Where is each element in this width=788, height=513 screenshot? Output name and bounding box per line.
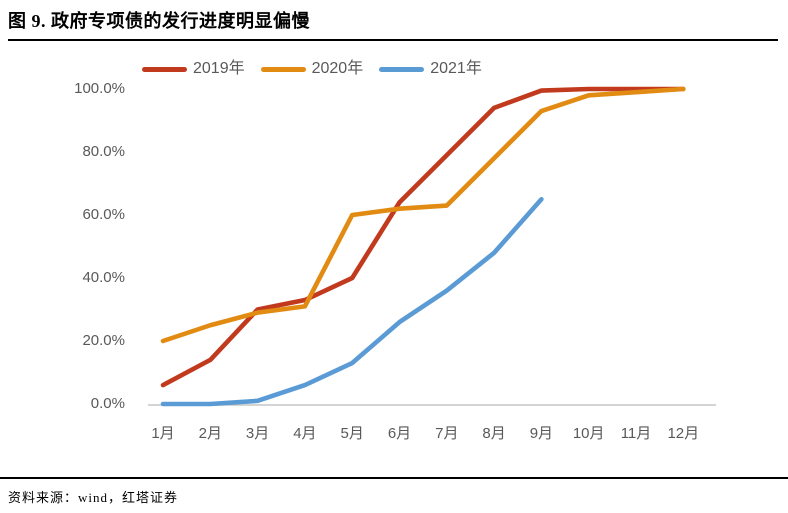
y-tick-label: 20.0%	[82, 332, 125, 349]
x-tick-label: 3月	[245, 425, 270, 442]
source-note: 资料来源：wind，红塔证券	[8, 490, 179, 505]
figure-header: 图 9. 政府专项债的发行进度明显偏慢	[0, 0, 788, 41]
series-line-2019	[160, 86, 686, 388]
y-tick-label: 100.0%	[74, 80, 125, 97]
series-line-2020	[160, 86, 686, 344]
legend-label: 2020年	[311, 60, 364, 77]
plot-canvas	[148, 86, 716, 407]
x-tick-label: 7月	[435, 425, 459, 442]
x-tick-label: 6月	[387, 425, 412, 442]
x-tick-label: 12月	[667, 425, 700, 442]
series-line-2021	[160, 196, 544, 407]
y-tick-label: 0.0%	[90, 395, 125, 412]
y-tick-label: 40.0%	[82, 269, 125, 286]
legend-label: 2021年	[430, 60, 482, 77]
chart-legend: 2019年 2020年 2021年	[142, 59, 482, 79]
x-tick-label: 5月	[340, 425, 364, 442]
figure-footer: 资料来源：wind，红塔证券	[0, 477, 788, 506]
x-tick-label: 2月	[198, 425, 222, 442]
title-divider	[8, 39, 778, 41]
legend-line-swatch	[379, 66, 425, 72]
legend-item-2020[interactable]: 2020年	[260, 59, 364, 79]
legend-item-2019[interactable]: 2019年	[142, 59, 245, 79]
legend-line-swatch	[260, 66, 306, 72]
legend-item-2021[interactable]: 2021年	[379, 59, 482, 79]
footer-divider	[0, 477, 788, 479]
x-tick-label: 11月	[620, 425, 652, 442]
y-tick-label: 60.0%	[82, 206, 125, 223]
line-chart: 2019年 2020年 2021年 100.0% 80.0% 60.0% 40.0% 20.…	[0, 41, 788, 473]
legend-label: 2019年	[193, 60, 245, 77]
x-tick-label: 1月	[151, 425, 175, 442]
x-tick-label: 8月	[482, 425, 506, 442]
x-tick-label: 9月	[529, 425, 554, 442]
x-tick-label: 10月	[572, 425, 605, 442]
legend-line-swatch	[142, 66, 187, 72]
y-tick-label: 80.0%	[82, 143, 125, 160]
x-tick-label: 4月	[293, 425, 317, 442]
figure-title: 图 9. 政府专项债的发行进度明显偏慢	[8, 11, 310, 31]
